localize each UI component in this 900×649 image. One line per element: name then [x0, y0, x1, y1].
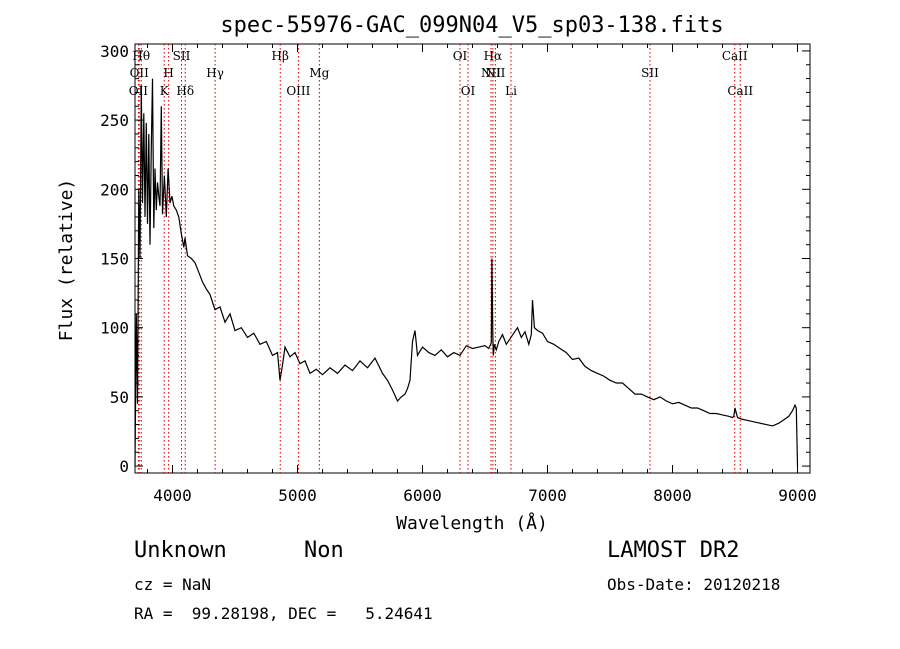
x-tick-label: 9000 [778, 486, 817, 505]
line-label-7: Hγ [206, 66, 224, 80]
line-label-6: Hδ [176, 84, 194, 98]
y-tick-label: 100 [100, 319, 129, 338]
x-tick-label: 5000 [278, 486, 317, 505]
line-label-8: Hβ [272, 49, 289, 63]
line-label-15: NII [485, 66, 505, 80]
line-label-19: CaII [727, 84, 753, 98]
line-label-1: OII [130, 66, 150, 80]
object-subclass: Non [304, 538, 344, 563]
plot-frame [135, 44, 810, 473]
line-label-3: K [160, 84, 170, 98]
spectral-line-labels: OIIOIIHθKHSIIHδHγHβOIIIMgOIOINIIHαNIILiS… [129, 49, 754, 98]
redshift-cz: cz = NaN [134, 575, 211, 594]
line-label-9: OIII [286, 84, 310, 98]
observation-date: Obs-Date: 20120218 [607, 575, 780, 594]
line-label-11: OI [453, 49, 468, 63]
line-label-10: Mg [309, 66, 329, 80]
y-tick-label: 250 [100, 111, 129, 130]
line-label-16: Li [505, 84, 517, 98]
x-tick-label: 4000 [153, 486, 192, 505]
line-label-12: OI [461, 84, 476, 98]
line-label-18: CaII [722, 49, 748, 63]
survey-name: LAMOST DR2 [607, 538, 739, 563]
ra-dec-coordinates: RA = 99.28198, DEC = 5.24641 [134, 604, 433, 623]
spectrum-line [135, 79, 798, 467]
chart-title: spec-55976-GAC_099N04_V5_sp03-138.fits [220, 13, 723, 38]
x-tick-label: 7000 [528, 486, 567, 505]
x-axis-label: Wavelength (Å) [396, 512, 548, 534]
line-label-0: OII [129, 84, 149, 98]
object-class: Unknown [134, 538, 227, 563]
line-label-4: H [163, 66, 173, 80]
line-label-14: Hα [484, 49, 503, 63]
y-tick-label: 200 [100, 180, 129, 199]
x-tick-label: 6000 [403, 486, 442, 505]
y-tick-label: 300 [100, 42, 129, 61]
y-axis-label: Flux (relative) [56, 179, 77, 342]
x-tick-label: 8000 [653, 486, 692, 505]
x-axis: 4000 5000 6000 7000 8000 9000 [148, 44, 817, 505]
y-tick-label: 0 [119, 457, 129, 476]
y-tick-label: 150 [100, 250, 129, 269]
line-label-5: SII [173, 49, 191, 63]
line-label-17: SII [641, 66, 659, 80]
spectral-line-markers [138, 44, 740, 473]
y-tick-label: 50 [110, 388, 129, 407]
